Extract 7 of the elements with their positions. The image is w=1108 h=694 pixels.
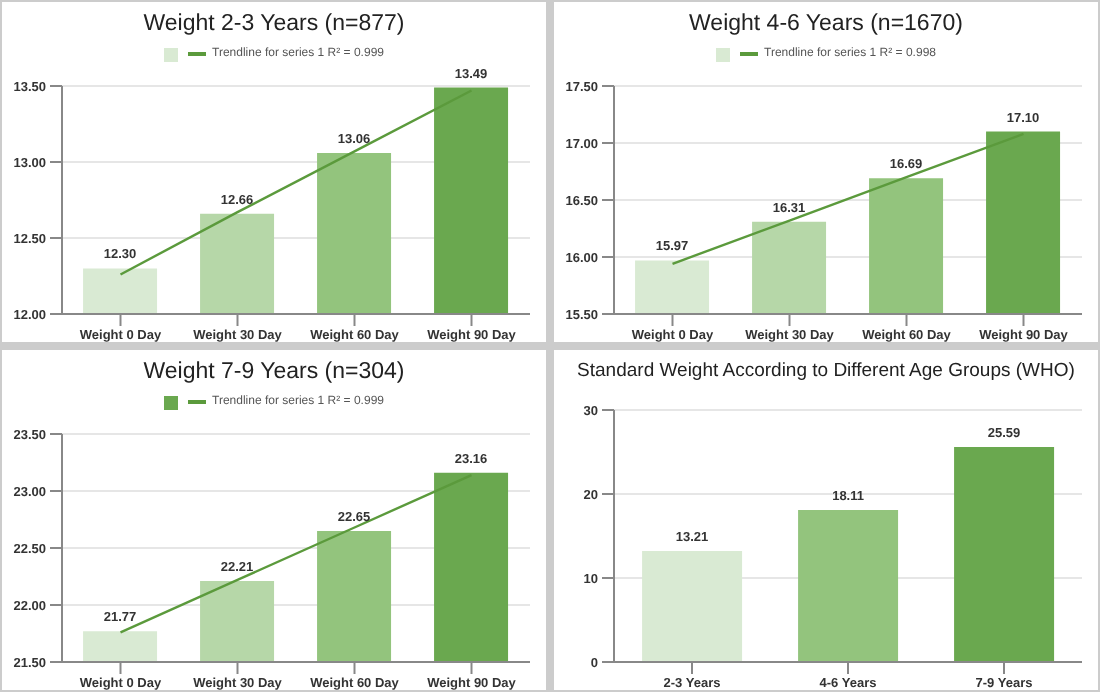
bar <box>798 509 899 662</box>
bar <box>642 551 743 662</box>
chart-title: Weight 7-9 Years (n=304) <box>141 358 407 388</box>
chart-title: Weight 2-3 Years (n=877) <box>141 10 407 40</box>
chart-title: Standard Weight According to Different Age Groups (WHO) <box>575 358 1077 386</box>
bar <box>954 447 1055 662</box>
chart-title: Weight 4-6 Years (n=1670) <box>687 10 965 40</box>
